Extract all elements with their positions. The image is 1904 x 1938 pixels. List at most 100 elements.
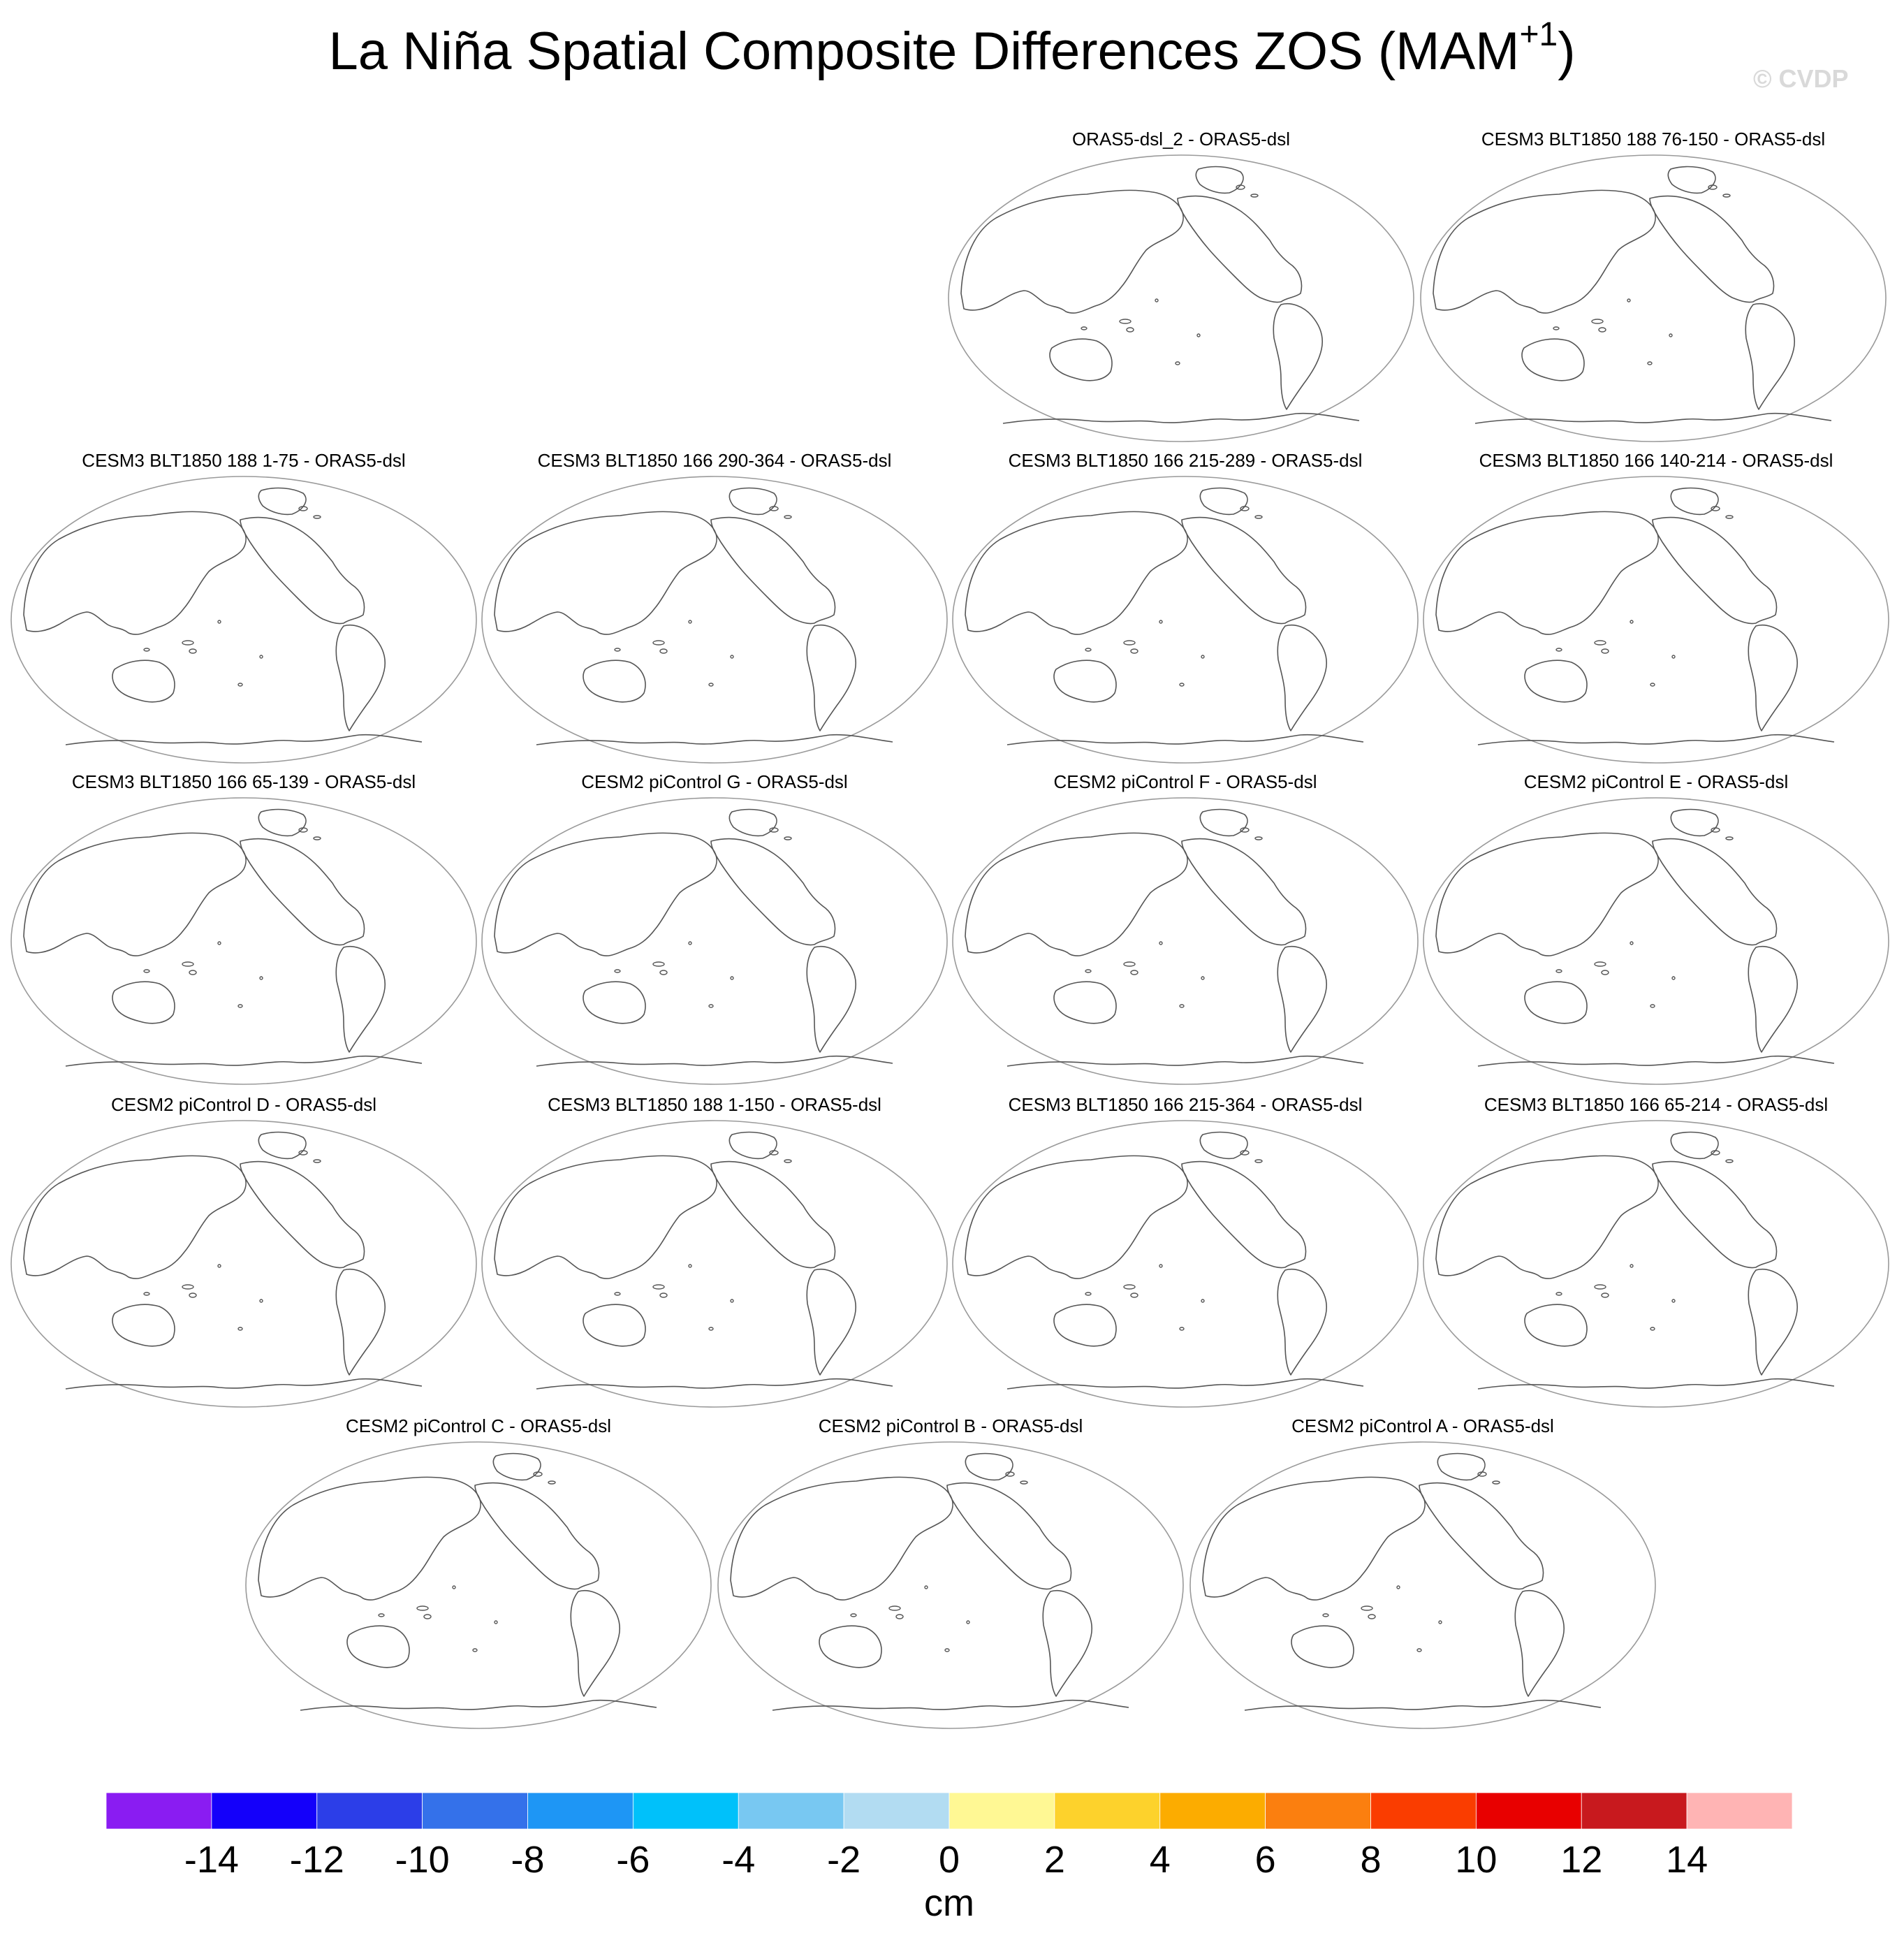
island-outline <box>1123 961 1136 967</box>
colorbar-swatch <box>738 1792 844 1830</box>
north-america-coastline <box>1649 195 1775 303</box>
asia-coastline <box>23 832 247 956</box>
world-map <box>952 476 1419 764</box>
island-outline <box>1594 640 1606 646</box>
island-outline <box>614 1292 621 1296</box>
island-outline <box>1081 326 1088 330</box>
colorbar-swatch <box>949 1792 1055 1830</box>
island-outline <box>1254 515 1263 519</box>
panel-title: CESM3 BLT1850 188 1-150 - ORAS5-dsl <box>548 1094 881 1115</box>
australia-coastline <box>1524 981 1588 1024</box>
map-boundary <box>1423 1120 1889 1408</box>
map-boundary <box>245 1441 712 1729</box>
panel-title: CESM3 BLT1850 166 215-289 - ORAS5-dsl <box>1008 450 1363 471</box>
island-outline <box>1119 319 1132 324</box>
island-outline <box>1722 194 1731 198</box>
island-outline <box>708 683 714 687</box>
island-outline <box>1196 333 1201 337</box>
island-outline <box>1254 1159 1263 1163</box>
south-america-coastline <box>335 1269 386 1376</box>
world-map <box>952 1120 1419 1408</box>
map-panel: CESM2 piControl E - ORAS5-dsl <box>1422 771 1890 1086</box>
island-outline <box>1085 969 1092 973</box>
island-outline <box>1601 970 1609 975</box>
island-outline <box>659 1292 668 1298</box>
world-map <box>717 1441 1184 1729</box>
panel-title: CESM2 piControl D - ORAS5-dsl <box>111 1094 376 1115</box>
north-america-coastline <box>1419 1482 1544 1590</box>
antarctica-coastline <box>536 734 893 745</box>
greenland-coastline <box>728 487 777 516</box>
colorbar-swatch <box>632 1792 739 1830</box>
island-outline <box>1594 1284 1606 1290</box>
island-outline <box>1711 506 1720 511</box>
colorbar-tick-label: -2 <box>827 1839 861 1881</box>
island-outline <box>1130 1292 1138 1298</box>
greenland-coastline <box>1670 487 1719 516</box>
world-map <box>10 797 477 1085</box>
island-outline <box>1005 1471 1015 1477</box>
island-outline <box>237 1004 243 1008</box>
island-outline <box>688 620 692 624</box>
island-outline <box>1085 1292 1092 1296</box>
island-outline <box>888 1605 901 1611</box>
island-outline <box>1201 655 1205 659</box>
north-america-coastline <box>1177 195 1303 303</box>
island-outline <box>1601 648 1609 654</box>
australia-coastline <box>1053 1304 1117 1347</box>
island-outline <box>189 648 197 654</box>
island-outline <box>1647 361 1653 365</box>
island-outline <box>237 683 243 687</box>
colorbar-swatch <box>316 1792 423 1830</box>
world-map <box>481 476 948 764</box>
australia-coastline <box>819 1625 882 1668</box>
island-outline <box>1725 836 1734 840</box>
island-outline <box>1361 1605 1373 1611</box>
antarctica-coastline <box>1477 1378 1835 1390</box>
colorbar-swatch <box>843 1792 950 1830</box>
map-boundary <box>10 1120 477 1408</box>
greenland-coastline <box>1199 487 1248 516</box>
coastline-group <box>1435 1131 1835 1390</box>
antarctica-coastline <box>65 734 423 745</box>
australia-coastline <box>1521 338 1585 381</box>
map-boundary <box>952 797 1419 1085</box>
coastline-group <box>494 487 893 745</box>
south-america-coastline <box>335 625 386 731</box>
island-outline <box>1236 184 1245 190</box>
coastline-group <box>965 808 1364 1067</box>
island-outline <box>1725 1159 1734 1163</box>
antarctica-coastline <box>772 1699 1129 1711</box>
coastline-group <box>1433 166 1832 424</box>
north-america-coastline <box>240 838 365 946</box>
island-outline <box>1630 941 1634 945</box>
world-map <box>1423 1120 1889 1408</box>
island-outline <box>614 648 621 652</box>
colorbar-swatch <box>211 1792 318 1830</box>
island-outline <box>1650 1327 1655 1331</box>
map-panel: ORAS5-dsl_2 - ORAS5-dsl <box>947 129 1415 443</box>
map-boundary <box>1189 1441 1656 1729</box>
island-outline <box>298 1150 308 1156</box>
north-america-coastline <box>474 1482 600 1590</box>
map-panel: CESM2 piControl A - ORAS5-dsl <box>1189 1415 1657 1730</box>
island-outline <box>1594 961 1606 967</box>
island-outline <box>924 1585 928 1589</box>
panel-title: CESM2 piControl E - ORAS5-dsl <box>1523 771 1789 792</box>
island-outline <box>1650 683 1655 687</box>
island-outline <box>217 620 221 624</box>
antarctica-coastline <box>1006 1378 1364 1390</box>
island-outline <box>1555 1292 1562 1296</box>
australia-coastline <box>1053 660 1117 703</box>
asia-coastline <box>730 1476 953 1601</box>
chart-title: La Niña Spatial Composite Differences ZO… <box>0 18 1904 82</box>
island-outline <box>769 506 779 511</box>
island-outline <box>1130 970 1138 975</box>
map-boundary <box>481 476 948 764</box>
asia-coastline <box>960 189 1184 314</box>
antarctica-coastline <box>536 1378 893 1390</box>
asia-coastline <box>1435 1155 1659 1279</box>
island-outline <box>1555 648 1562 652</box>
island-outline <box>1650 1004 1655 1008</box>
